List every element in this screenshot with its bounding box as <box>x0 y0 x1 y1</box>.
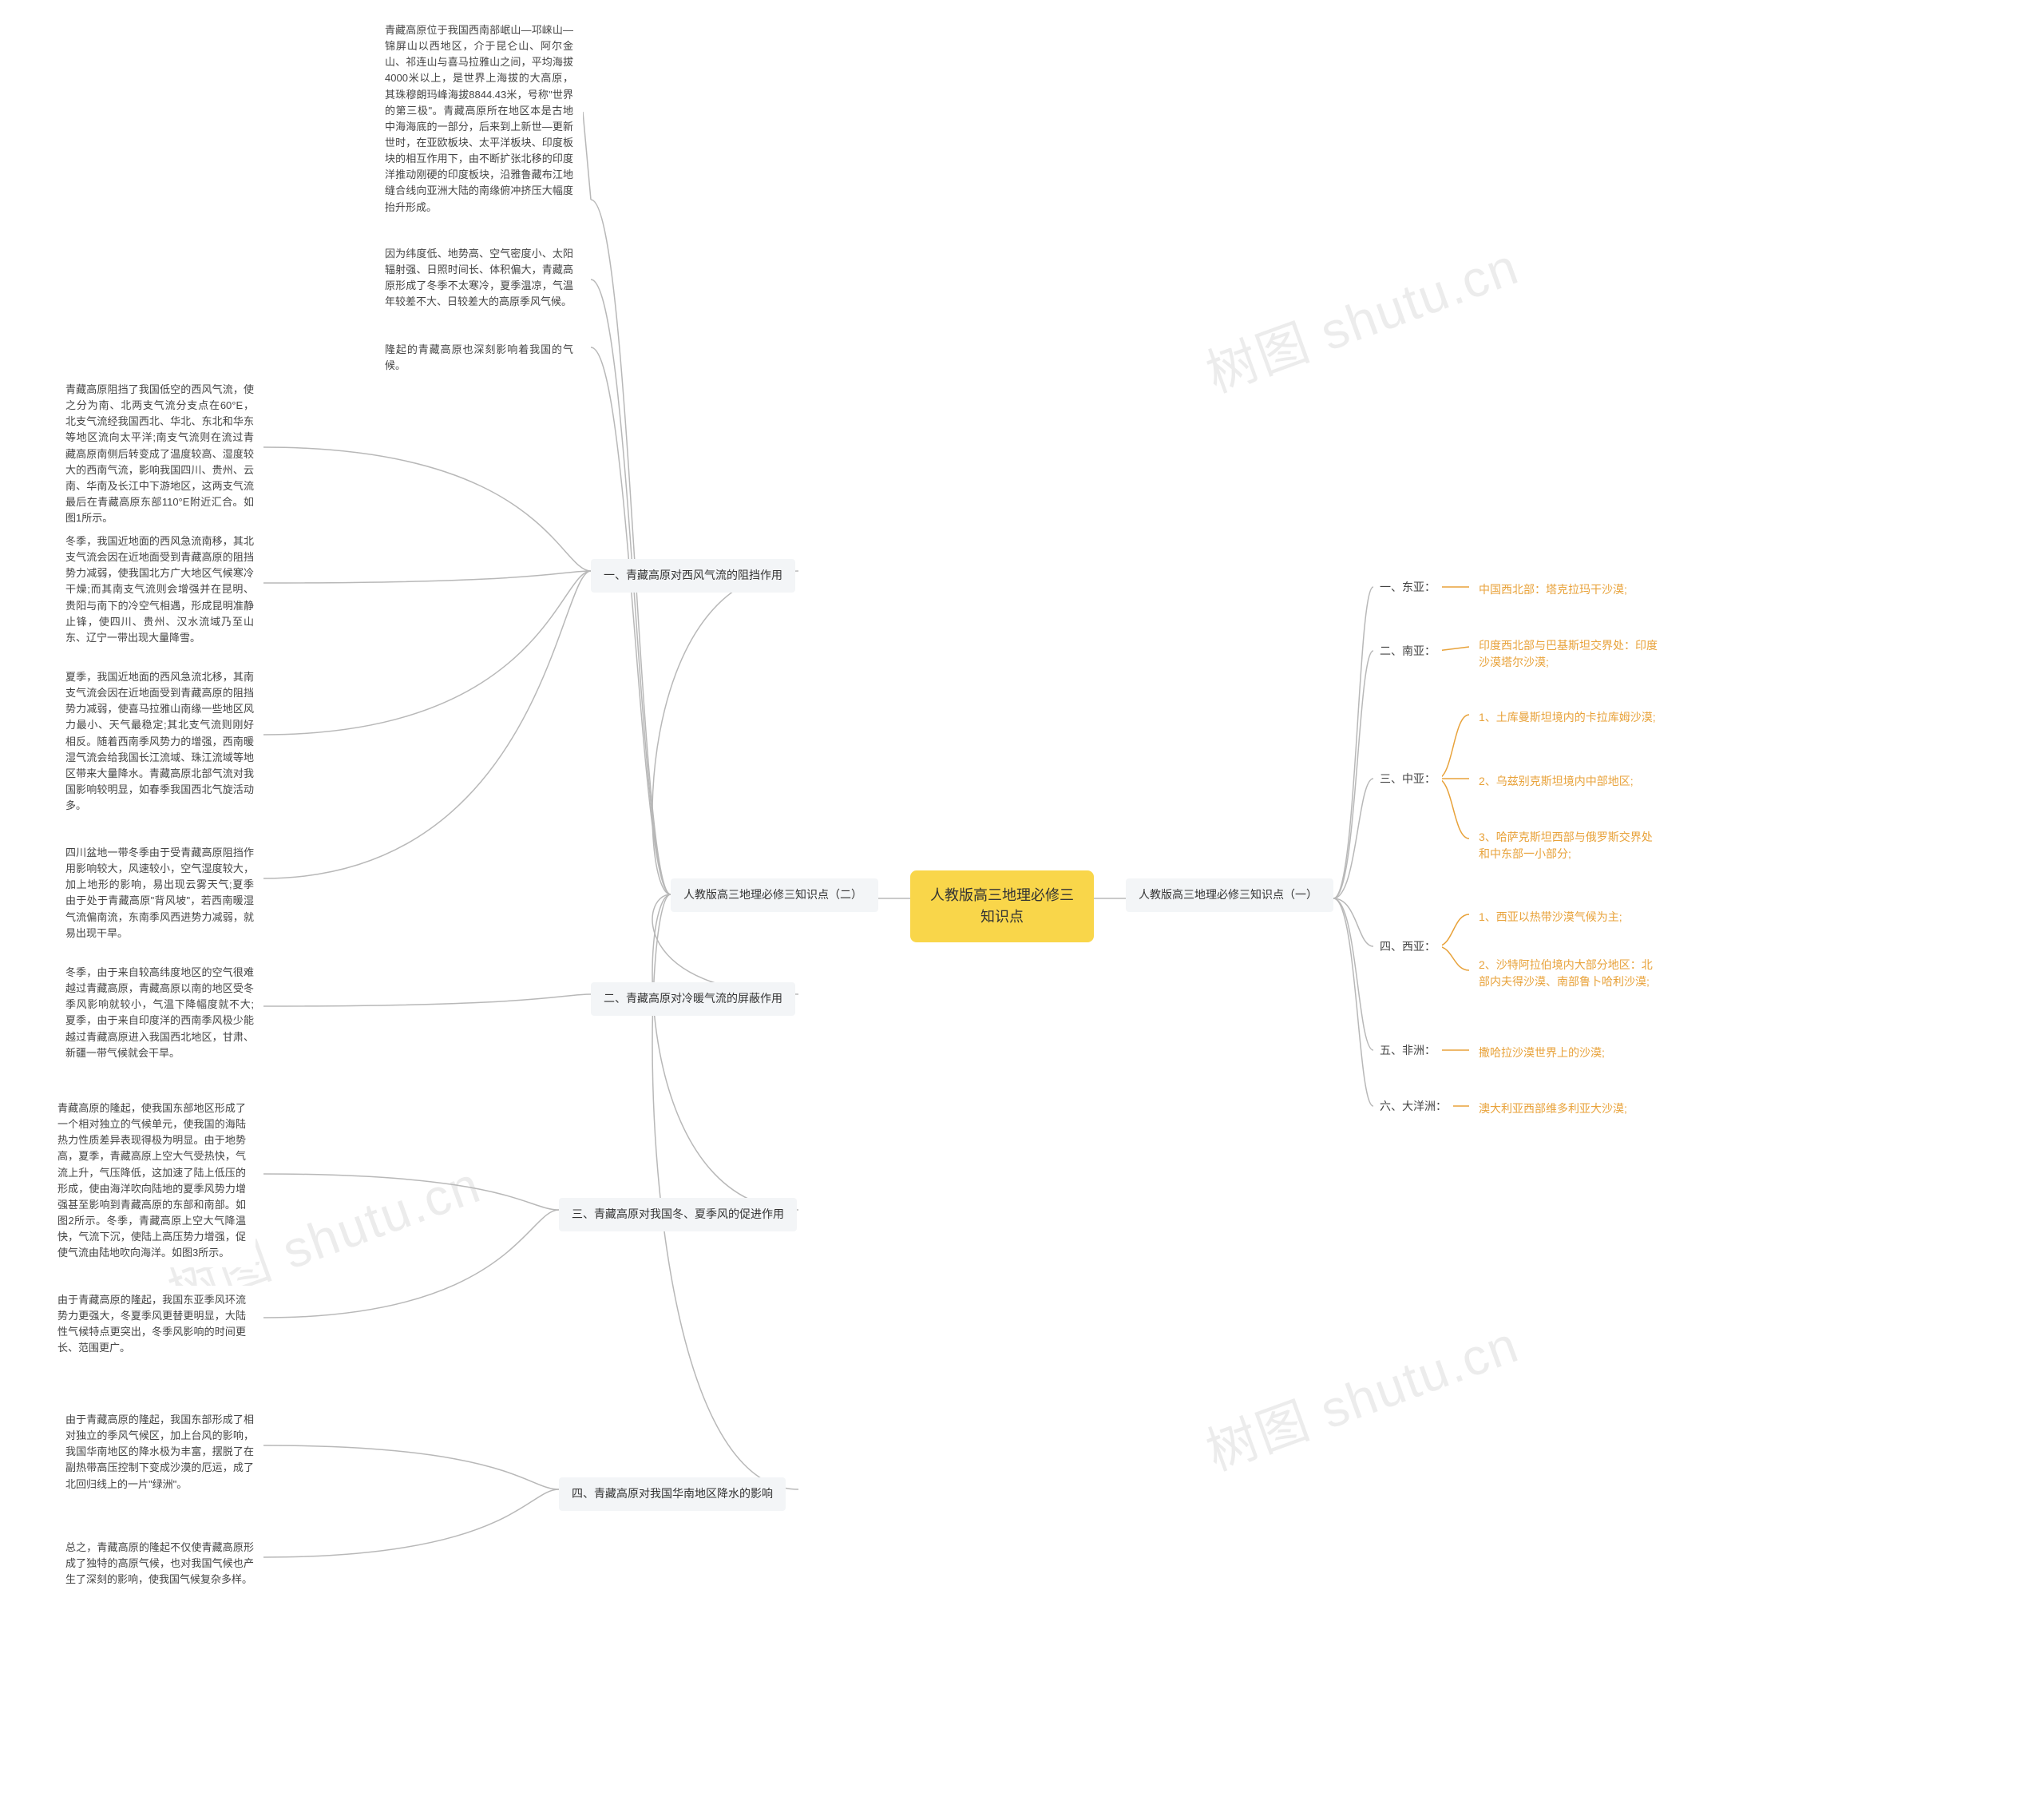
b2-title[interactable]: 二、青藏高原对冷暖气流的屏蔽作用 <box>591 982 795 1016</box>
intro-p1: 青藏高原位于我国西南部岷山—邛崃山—锦屏山以西地区，介于昆仑山、阿尔金山、祁连山… <box>375 16 583 222</box>
r1-1: 中国西北部：塔克拉玛干沙漠; <box>1469 575 1637 605</box>
r4-label[interactable]: 四、西亚： <box>1373 934 1442 960</box>
b1-p3: 夏季，我国近地面的西风急流北移，其南支气流会因在近地面受到青藏高原的阻挡势力减弱… <box>56 663 263 820</box>
r3-label[interactable]: 三、中亚： <box>1373 767 1442 792</box>
b1-p1: 青藏高原阻挡了我国低空的西风气流，使之分为南、北两支气流分支点在60°E，北支气… <box>56 375 263 533</box>
b4-p1: 由于青藏高原的隆起，我国东部形成了相对独立的季风气候区，加上台风的影响，我国华南… <box>56 1406 263 1499</box>
intro-p3: 隆起的青藏高原也深刻影响着我国的气候。 <box>375 335 583 380</box>
b3-title[interactable]: 三、青藏高原对我国冬、夏季风的促进作用 <box>559 1198 797 1231</box>
r5-label[interactable]: 五、非洲： <box>1373 1038 1442 1064</box>
r4-2: 2、沙特阿拉伯境内大部分地区：北部内夫得沙漠、南部鲁卜哈利沙漠; <box>1469 950 1669 997</box>
b4-p2: 总之，青藏高原的隆起不仅使青藏高原形成了独特的高原气候，也对我国气候也产生了深刻… <box>56 1533 263 1594</box>
b3-p2: 由于青藏高原的隆起，我国东亚季风环流势力更强大，冬夏季风更替更明显，大陆性气候特… <box>48 1286 256 1363</box>
b1-p4: 四川盆地一带冬季由于受青藏高原阻挡作用影响较大，风速较小，空气湿度较大，加上地形… <box>56 839 263 948</box>
b2-p1: 冬季，由于来自较高纬度地区的空气很难越过青藏高原，青藏高原以南的地区受冬季风影响… <box>56 958 263 1068</box>
r6-1: 澳大利亚西部维多利亚大沙漠; <box>1469 1094 1637 1124</box>
r3-2: 2、乌兹别克斯坦境内中部地区; <box>1469 767 1643 796</box>
r2-1: 印度西北部与巴基斯坦交界处：印度沙漠塔尔沙漠; <box>1469 631 1669 677</box>
b1-title[interactable]: 一、青藏高原对西风气流的阻挡作用 <box>591 559 795 593</box>
root-node[interactable]: 人教版高三地理必修三知识点 <box>910 870 1094 942</box>
b4-title[interactable]: 四、青藏高原对我国华南地区降水的影响 <box>559 1477 786 1511</box>
left-main[interactable]: 人教版高三地理必修三知识点（二） <box>671 878 878 912</box>
b3-p1: 青藏高原的隆起，使我国东部地区形成了一个相对独立的气候单元，使我国的海陆热力性质… <box>48 1094 256 1267</box>
mindmap: 人教版高三地理必修三知识点 人教版高三地理必修三知识点（二） 人教版高三地理必修… <box>0 0 2044 1804</box>
r3-3: 3、哈萨克斯坦西部与俄罗斯交界处和中东部一小部分; <box>1469 823 1669 869</box>
intro-p2: 因为纬度低、地势高、空气密度小、太阳辐射强、日照时间长、体积偏大，青藏高原形成了… <box>375 240 583 317</box>
right-main[interactable]: 人教版高三地理必修三知识点（一） <box>1126 878 1333 912</box>
b1-p2: 冬季，我国近地面的西风急流南移，其北支气流会因在近地面受到青藏高原的阻挡势力减弱… <box>56 527 263 652</box>
r6-label[interactable]: 六、大洋洲： <box>1373 1094 1453 1120</box>
r3-1: 1、土库曼斯坦境内的卡拉库姆沙漠; <box>1469 703 1666 732</box>
r4-1: 1、西亚以热带沙漠气候为主; <box>1469 902 1632 932</box>
r1-label[interactable]: 一、东亚： <box>1373 575 1442 601</box>
r5-1: 撒哈拉沙漠世界上的沙漠; <box>1469 1038 1614 1068</box>
r2-label[interactable]: 二、南亚： <box>1373 639 1442 664</box>
